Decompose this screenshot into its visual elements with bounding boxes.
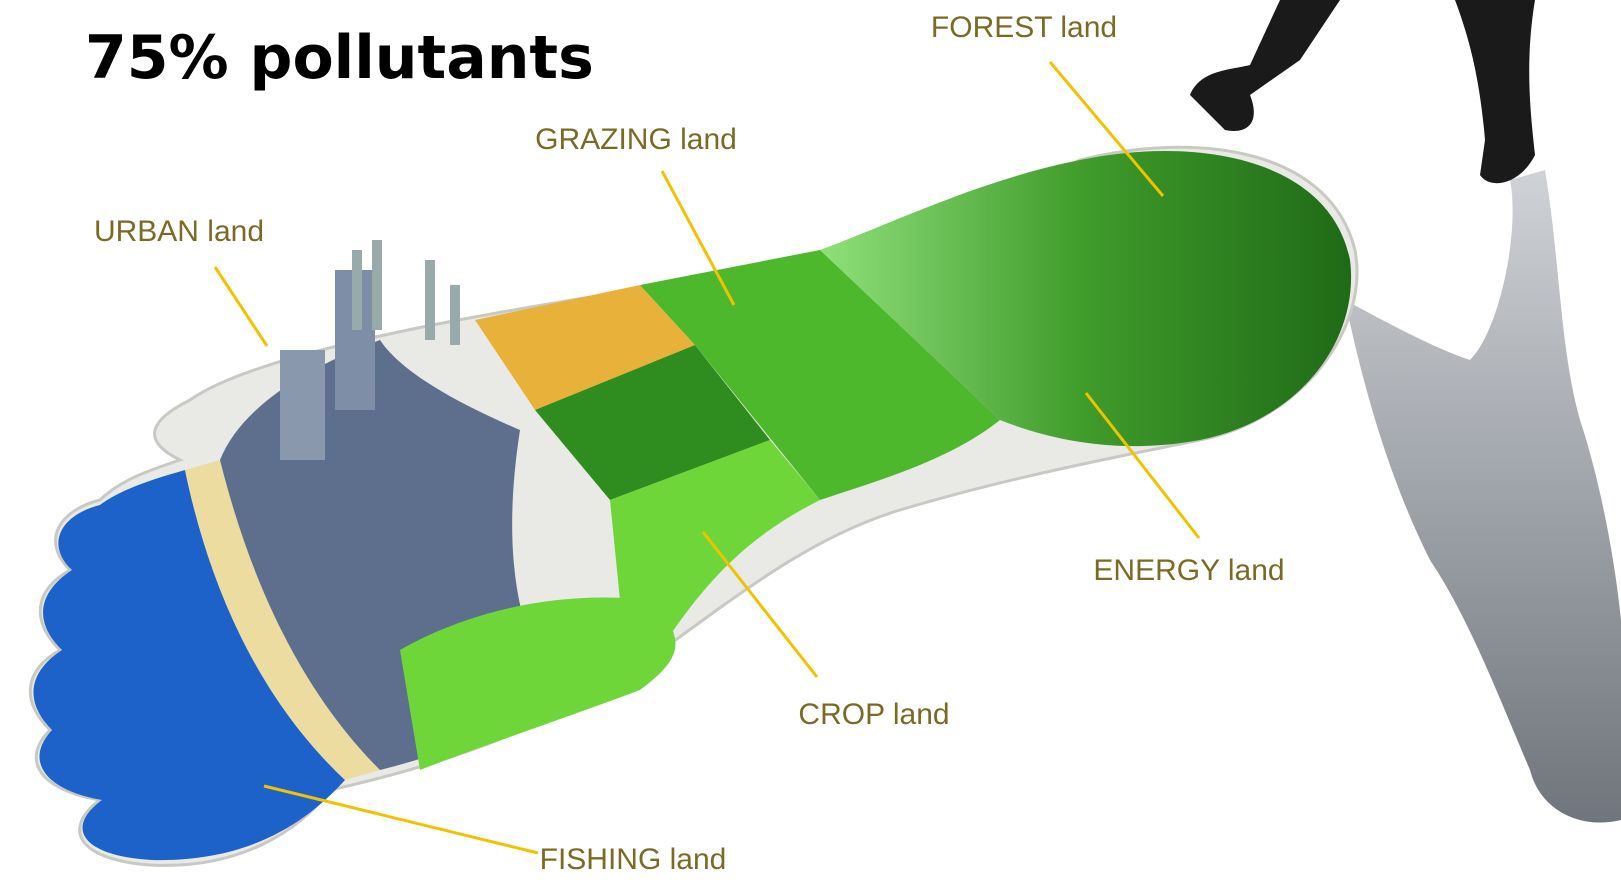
label-crop: CROP land <box>798 698 949 731</box>
person-legs <box>1190 0 1535 184</box>
forest <box>820 150 1352 447</box>
residential <box>400 597 676 770</box>
grazing <box>640 250 1000 500</box>
crop-field <box>535 345 770 500</box>
leader-line <box>660 170 736 306</box>
label-grazing: GRAZING land <box>535 123 737 156</box>
chimney <box>352 250 362 330</box>
leader-line <box>1048 61 1165 197</box>
title: 75% pollutants <box>85 23 594 93</box>
leader-line <box>213 266 269 347</box>
leader-line <box>701 531 819 678</box>
beach <box>185 460 380 780</box>
label-energy: ENERGY land <box>1093 554 1284 587</box>
leader-line <box>263 784 539 855</box>
person-shadow <box>1345 170 1621 823</box>
leader-line <box>1084 392 1201 539</box>
chimney <box>372 240 382 330</box>
water <box>33 470 346 861</box>
chimney <box>450 285 460 345</box>
tower <box>280 350 325 460</box>
chimney <box>425 260 435 340</box>
wheat <box>475 285 695 410</box>
label-forest: FOREST land <box>931 11 1117 44</box>
label-urban: URBAN land <box>94 215 264 248</box>
label-fishing: FISHING land <box>540 843 727 876</box>
